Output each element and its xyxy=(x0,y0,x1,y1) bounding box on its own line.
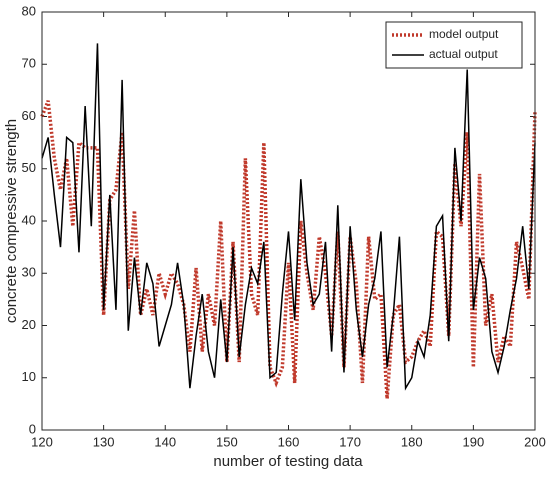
series-line xyxy=(41,43,536,391)
y-tick-label: 80 xyxy=(22,3,36,18)
y-tick-label: 50 xyxy=(22,160,36,175)
y-tick-label: 30 xyxy=(22,265,36,280)
y-tick-label: 20 xyxy=(22,317,36,332)
y-tick-label: 0 xyxy=(29,421,36,436)
x-tick-label: 150 xyxy=(216,434,238,449)
y-axis-label: concrete compressive strength xyxy=(3,119,20,323)
y-tick-label: 70 xyxy=(22,56,36,71)
x-tick-label: 190 xyxy=(463,434,485,449)
x-axis-label: number of testing data xyxy=(213,453,363,470)
legend-label: model output xyxy=(429,27,499,41)
y-tick-label: 60 xyxy=(22,108,36,123)
y-tick-label: 40 xyxy=(22,212,36,227)
x-tick-label: 140 xyxy=(154,434,176,449)
axes-frame xyxy=(41,11,536,431)
x-tick-label: 130 xyxy=(93,434,115,449)
legend-label: actual output xyxy=(429,47,498,61)
y-tick-label: 10 xyxy=(22,369,36,384)
x-tick-label: 120 xyxy=(31,434,53,449)
x-tick-label: 180 xyxy=(401,434,423,449)
x-tick-label: 160 xyxy=(278,434,300,449)
x-tick-label: 170 xyxy=(339,434,361,449)
x-tick-label: 200 xyxy=(524,434,546,449)
legend-box xyxy=(385,21,523,69)
